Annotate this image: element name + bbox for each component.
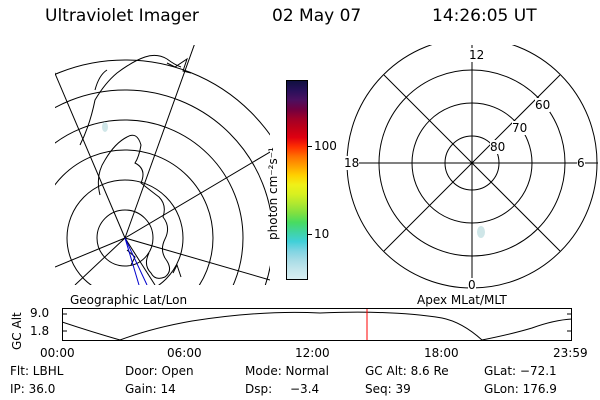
colorbar-tick-label-100: 100 [314,139,337,153]
dsp-value: −3.4 [290,382,320,396]
latitude-circle [55,59,270,136]
gc-alt-info: GC Alt: 8.6 Re [365,364,449,378]
latitude-circle [55,119,244,285]
altitude-tick-label-high: 9.0 [30,306,50,320]
dsp-label: Dsp: [245,382,273,396]
mlt-label-18: 18 [344,156,360,170]
emission-spot [102,122,108,132]
observation-time: 14:26:05 UT [432,6,537,26]
mlat-label-70: 70 [512,121,528,135]
seq-info: Seq: 39 [365,382,411,396]
altitude-tick-label-low: 1.8 [30,324,50,338]
latitude-circle [66,179,184,285]
mlat-label-80: 80 [490,140,506,154]
meridian-line [124,237,270,281]
altitude-plot [62,308,572,341]
glat-info: GLat: −72.1 [484,364,557,378]
mlt-diagonal [383,74,561,252]
coastline [166,57,192,74]
magnetic-polar-plot [344,45,598,289]
geographic-map [55,45,270,285]
latitude-circle [55,149,214,285]
meridian-line [124,45,195,239]
ground-track [124,237,140,285]
filter-info: Flt: LBHL [10,364,64,378]
mlt-label-0: 0 [468,278,476,292]
time-tick-0000: 00:00 [40,346,75,360]
meridian-line [55,237,126,268]
antarctic-coastline [97,134,171,279]
ip-info: IP: 36.0 [10,382,56,396]
coastline [172,263,182,278]
observation-date: 02 May 07 [272,6,362,26]
time-tick-1200: 12:00 [295,346,330,360]
altitude-curve [62,311,572,341]
latitude-circle [55,89,270,285]
instrument-title: Ultraviolet Imager [45,6,199,26]
mlt-label-12: 12 [468,48,486,62]
colorbar [286,80,308,280]
meridian-line [124,237,156,285]
coastline [94,69,108,91]
mlt-label-6: 6 [577,156,585,170]
colorbar-unit-label: photon cm⁻²s⁻¹ [266,147,280,240]
time-tick-1800: 18:00 [424,346,459,360]
meridian-line [124,151,270,239]
latitude-circle [96,209,154,267]
glon-info: GLon: 176.9 [484,382,557,396]
gain-info: Gain: 14 [125,382,176,396]
meridian-line [55,72,126,239]
colorbar-tick [307,234,312,235]
altitude-axis-label: GC Alt [10,312,24,350]
mag-panel-label: Apex MLat/MLT [417,293,507,307]
emission-spot [477,226,485,238]
mode-info: Mode: Normal [245,364,329,378]
meridian-line [74,237,126,285]
time-tick-0600: 06:00 [167,346,202,360]
ground-track [124,237,148,285]
door-info: Door: Open [125,364,194,378]
coastline [79,54,182,146]
colorbar-tick-label-10: 10 [314,227,330,241]
mlat-label-60: 60 [535,98,551,112]
colorbar-tick [307,146,312,147]
time-tick-2359: 23:59 [553,346,588,360]
geo-panel-label: Geographic Lat/Lon [70,293,188,307]
